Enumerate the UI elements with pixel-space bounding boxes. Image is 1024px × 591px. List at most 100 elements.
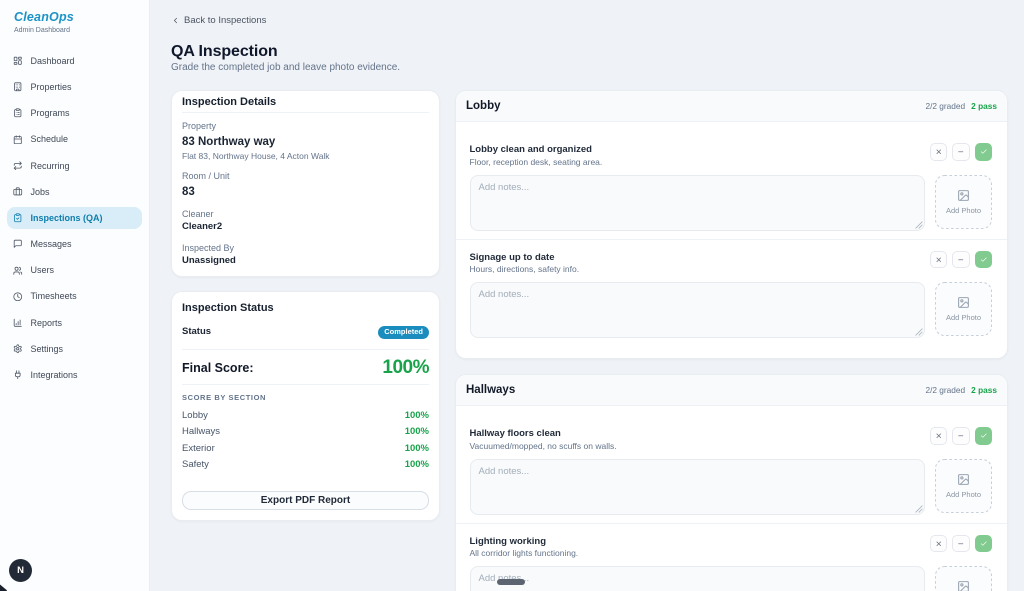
sidebar-item-inspections-qa[interactable]: Inspections (QA) — [7, 207, 142, 229]
sidebar-item-timesheets[interactable]: Timesheets — [7, 286, 142, 308]
main-content: Back to Inspections QA Inspection Grade … — [150, 0, 1024, 591]
add-photo-button[interactable]: Add Photo — [935, 458, 992, 513]
section-score-value: 100% — [404, 459, 429, 470]
briefcase-icon — [13, 187, 23, 197]
sidebar-item-integrations[interactable]: Integrations — [7, 364, 142, 386]
pass-button[interactable] — [974, 143, 992, 161]
x-icon — [935, 432, 943, 440]
na-button[interactable] — [952, 427, 970, 445]
sidebar-item-label: Recurring — [30, 160, 70, 171]
notes-input[interactable] — [469, 458, 925, 515]
notes-input[interactable] — [469, 566, 925, 591]
dashed-border — [935, 174, 992, 229]
fail-button[interactable] — [929, 143, 947, 161]
resize-handle[interactable] — [915, 221, 923, 229]
users-icon — [13, 266, 23, 276]
inspection-status-card: Inspection Status Status Completed Final… — [171, 291, 440, 521]
minus-icon — [957, 256, 965, 264]
left-column: Inspection Details Property 83 Northway … — [171, 90, 440, 521]
sidebar-item-label: Users — [30, 265, 55, 276]
check-icon — [980, 256, 988, 264]
pass-button[interactable] — [974, 250, 992, 268]
section-score-value: 100% — [404, 409, 429, 421]
chevron-left-icon — [171, 16, 180, 25]
building-icon — [13, 82, 23, 92]
property-label: Property — [182, 120, 217, 131]
sidebar-item-users[interactable]: Users — [7, 260, 142, 282]
back-link[interactable]: Back to Inspections — [171, 15, 266, 26]
sidebar-item-label: Inspections (QA) — [30, 212, 103, 223]
app-subtitle: Admin Dashboard — [14, 27, 71, 34]
property-address: Flat 83, Northway House, 4 Acton Walk — [182, 150, 330, 161]
check-icon — [980, 148, 988, 156]
sidebar-item-recurring[interactable]: Recurring — [7, 155, 142, 177]
clock-icon — [13, 292, 23, 302]
item-title: Hallway floors clean — [469, 428, 561, 439]
item-header-row: Lobby clean and organized Floor, recepti… — [469, 143, 992, 168]
fail-button[interactable] — [929, 534, 947, 552]
pass-button[interactable] — [974, 427, 992, 445]
section-card-lobby: Lobby 2/2 graded 2 pass Lobby clean and … — [455, 90, 1008, 359]
add-photo-label: Add Photo — [945, 205, 982, 215]
sidebar: CleanOps Admin Dashboard Dashboard Prope… — [0, 0, 150, 591]
fail-button[interactable] — [929, 427, 947, 445]
user-avatar[interactable]: N — [9, 559, 32, 582]
section-body: Hallway floors clean Vacuumed/mopped, no… — [456, 406, 1007, 591]
add-photo-button[interactable]: Add Photo — [935, 174, 992, 229]
x-icon — [935, 256, 943, 264]
resize-handle[interactable] — [915, 328, 923, 336]
section-score-name: Exterior — [182, 442, 215, 454]
item-header-row: Lighting working All corridor lights fun… — [469, 534, 992, 560]
sidebar-item-reports[interactable]: Reports — [7, 312, 142, 334]
item-notes-row: Add Photo — [469, 282, 992, 338]
sidebar-item-label: Schedule — [30, 134, 69, 145]
sidebar-item-label: Properties — [30, 81, 72, 92]
drag-handle — [497, 579, 525, 585]
item-description: All corridor lights functioning. — [469, 548, 579, 558]
notes-input[interactable] — [469, 174, 925, 231]
sidebar-item-schedule[interactable]: Schedule — [7, 129, 142, 151]
item-notes-row: Add Photo — [469, 566, 992, 591]
gear-icon — [13, 344, 23, 354]
calendar-icon — [13, 135, 23, 145]
item-title: Signage up to date — [469, 251, 555, 263]
inspection-details-card: Inspection Details Property 83 Northway … — [171, 90, 440, 277]
section-card-hallways: Hallways 2/2 graded 2 pass Hallway floor… — [455, 374, 1008, 591]
sidebar-item-dashboard[interactable]: Dashboard — [7, 50, 142, 72]
add-photo-button[interactable]: Add Photo — [935, 566, 992, 591]
status-row: Status Completed — [182, 325, 429, 339]
pass-count: 2 pass — [971, 385, 997, 395]
section-name: Lobby — [466, 100, 501, 112]
sidebar-item-settings[interactable]: Settings — [7, 338, 142, 360]
na-button[interactable] — [952, 534, 970, 552]
minus-icon — [957, 432, 965, 440]
message-icon — [13, 239, 23, 249]
x-icon — [935, 540, 943, 548]
fail-button[interactable] — [929, 250, 947, 268]
sidebar-item-label: Reports — [30, 317, 63, 328]
sidebar-item-properties[interactable]: Properties — [7, 76, 142, 98]
item-title: Lobby clean and organized — [469, 144, 592, 155]
na-button[interactable] — [952, 143, 970, 161]
export-pdf-button[interactable]: Export PDF Report — [182, 491, 429, 510]
notes-field-wrap — [469, 282, 925, 338]
na-button[interactable] — [952, 250, 970, 268]
minus-icon — [957, 148, 965, 156]
item-text-block: Hallway floors clean Vacuumed/mopped, no… — [470, 427, 617, 452]
sidebar-item-messages[interactable]: Messages — [7, 233, 142, 255]
checklist-item: Signage up to date Hours, directions, sa… — [456, 238, 1007, 347]
dashed-border — [935, 458, 992, 513]
section-score-name: Lobby — [182, 409, 208, 421]
item-description: Floor, reception desk, seating area. — [469, 156, 603, 167]
dashed-border — [935, 282, 992, 336]
notes-field-wrap — [469, 566, 925, 591]
section-name: Hallways — [466, 384, 516, 396]
check-icon — [980, 432, 988, 440]
add-photo-button[interactable]: Add Photo — [935, 282, 992, 336]
sidebar-item-jobs[interactable]: Jobs — [7, 181, 142, 203]
resize-handle[interactable] — [915, 505, 923, 513]
right-column: Lobby 2/2 graded 2 pass Lobby clean and … — [455, 90, 1008, 591]
notes-input[interactable] — [469, 282, 925, 338]
pass-button[interactable] — [974, 534, 992, 552]
sidebar-item-programs[interactable]: Programs — [7, 102, 142, 124]
